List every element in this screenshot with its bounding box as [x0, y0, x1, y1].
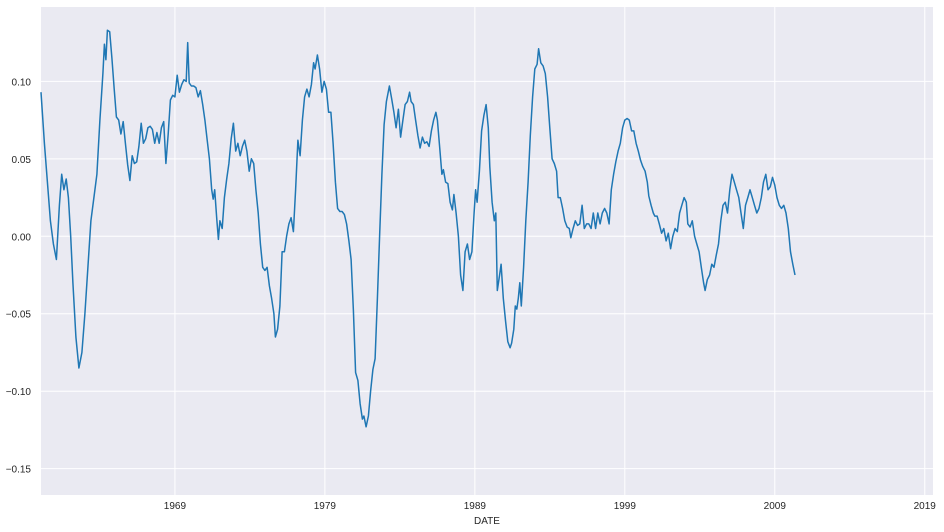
x-tick-label: 2019 — [914, 501, 937, 512]
y-tick-label: −0.10 — [6, 387, 32, 398]
vertical-gridlines — [174, 7, 926, 495]
y-axis-tick-labels: 0.10 0.05 0.00 −0.05 −0.10 −0.15 — [6, 77, 32, 475]
y-tick-label: 0.05 — [12, 155, 32, 166]
y-tick-label: 0.00 — [12, 232, 32, 243]
x-tick-label: 1969 — [164, 501, 187, 512]
x-tick-label: 1979 — [314, 501, 337, 512]
data-line — [40, 29, 796, 428]
x-axis-tick-labels: 1969 1979 1989 1999 2009 2019 — [164, 501, 937, 512]
plot-area — [41, 7, 933, 495]
x-tick-label: 1989 — [464, 501, 487, 512]
y-tick-label: 0.10 — [12, 77, 32, 88]
y-tick-label: −0.15 — [6, 465, 32, 476]
y-tick-label: −0.05 — [6, 310, 32, 321]
x-tick-label: 1999 — [614, 501, 637, 512]
x-tick-label: 2009 — [764, 501, 787, 512]
horizontal-gridlines — [41, 80, 933, 470]
x-axis-title: DATE — [474, 516, 500, 527]
